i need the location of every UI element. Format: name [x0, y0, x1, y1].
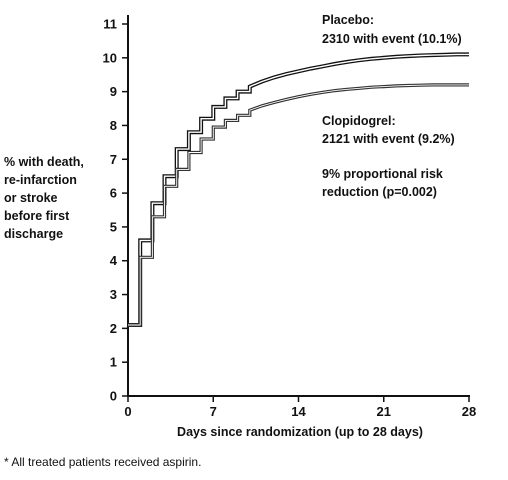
risk-reduction-line2: reduction (p=0.002) [322, 185, 437, 199]
y-tick-label: 1 [110, 355, 117, 370]
clopidogrel-label: Clopidogrel: [322, 114, 396, 128]
y-axis-label: % with death, re-infarction or stroke befor… [4, 155, 84, 241]
chart: % with death, re-infarction or stroke befor… [4, 13, 476, 439]
y-axis-label-line: or stroke [4, 191, 58, 205]
y-tick-label: 4 [110, 253, 118, 268]
y-axis-label-line: discharge [4, 227, 63, 241]
placebo-label: Placebo: [322, 13, 374, 27]
y-axis-label-line: before first [4, 209, 70, 223]
risk-reduction-line1: 9% proportional risk [322, 167, 443, 181]
series-line-inner-clopidogrel [128, 84, 469, 326]
y-tick-label: 3 [110, 287, 117, 302]
clopidogrel-events: 2121 with event (9.2%) [322, 132, 455, 146]
series-lines [128, 52, 469, 327]
x-axis-label: Days since randomization (up to 28 days) [177, 425, 423, 439]
series-line-clopidogrel [128, 83, 469, 327]
x-tick-label: 7 [210, 404, 217, 419]
y-tick-label: 6 [110, 186, 117, 201]
y-axis-ticks: 0 1 2 3 4 5 6 7 8 9 10 11 [103, 17, 128, 404]
placebo-events: 2310 with event (10.1%) [322, 32, 462, 46]
x-tick-label: 21 [377, 404, 391, 419]
y-tick-label: 7 [110, 152, 117, 167]
x-tick-label: 14 [291, 404, 306, 419]
y-axis-label-line: re-infarction [4, 173, 77, 187]
x-tick-label: 0 [124, 404, 131, 419]
y-tick-label: 2 [110, 321, 117, 336]
y-tick-label: 9 [110, 84, 117, 99]
y-axis-label-line: % with death, [4, 155, 84, 169]
x-tick-label: 28 [462, 404, 476, 419]
y-tick-label: 5 [110, 219, 117, 234]
footnote: * All treated patients received aspirin. [4, 455, 202, 469]
y-tick-label: 0 [110, 389, 117, 404]
y-tick-label: 8 [110, 118, 117, 133]
y-tick-label: 11 [103, 17, 117, 32]
x-axis-ticks: 0 7 14 21 28 [124, 396, 476, 419]
y-tick-label: 10 [103, 50, 117, 65]
